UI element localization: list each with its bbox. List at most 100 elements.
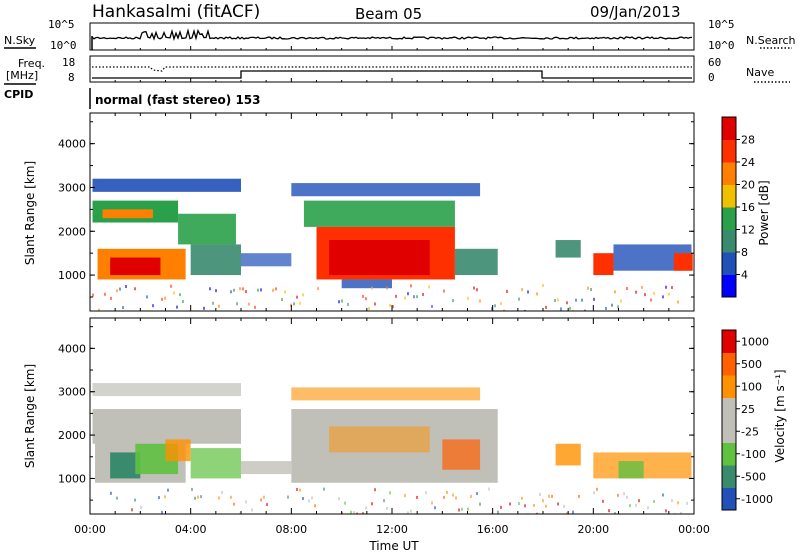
freq-trace (92, 70, 692, 79)
clutter-cell (524, 504, 526, 508)
clutter-cell (665, 285, 667, 289)
clutter-cell (578, 494, 580, 498)
clutter-cell (218, 304, 220, 308)
clutter-cell (404, 296, 406, 300)
clutter-cell (134, 287, 136, 291)
clutter-cell (617, 493, 619, 497)
velocity-panel: 1000 2000 3000 4000 (58, 317, 695, 515)
clutter-cell (161, 297, 163, 301)
scatter-cell (618, 461, 644, 479)
clutter-cell (323, 487, 325, 491)
clutter-cell (473, 286, 475, 290)
colorbar-tick-label: 20 (741, 179, 755, 192)
clutter-cell (176, 305, 178, 309)
clutter-cell (125, 285, 127, 289)
clutter-cell (257, 288, 259, 292)
colorbar-tick-label: 12 (741, 224, 755, 237)
clutter-cell (476, 492, 478, 496)
clutter-cell (443, 289, 445, 293)
clutter-cell (350, 510, 352, 514)
scatter-cell (555, 443, 581, 466)
scatter-cell (102, 209, 153, 219)
clutter-cell (686, 501, 688, 505)
clutter-cell (626, 495, 628, 499)
clutter-cell (542, 283, 544, 287)
clutter-cell (317, 287, 319, 291)
noise-right-tick-bottom: 10^0 (708, 39, 735, 52)
clutter-cell (503, 309, 505, 311)
colorbar-segment (722, 330, 736, 353)
scatter-cell (165, 439, 191, 462)
clutter-cell (521, 288, 523, 292)
clutter-cell (365, 297, 367, 301)
clutter-cell (98, 308, 100, 311)
clutter-cell (173, 291, 175, 295)
clutter-cell (209, 287, 211, 291)
freq-left-tick-bottom: 8 (68, 71, 75, 84)
scatter-cell (329, 426, 430, 453)
clutter-cell (104, 292, 106, 296)
clutter-cell (407, 511, 409, 514)
clutter-cell (299, 488, 301, 492)
clutter-cell (617, 305, 619, 309)
clutter-cell (566, 512, 568, 514)
colorbar-tick-label: -100 (741, 448, 766, 461)
clutter-cell (647, 506, 649, 510)
clutter-cell (215, 289, 217, 293)
clutter-cell (677, 300, 679, 304)
clutter-cell (494, 304, 496, 308)
power-ytick-label: 4000 (58, 138, 86, 151)
clutter-cell (197, 495, 199, 499)
clutter-cell (479, 299, 481, 303)
clutter-cell (371, 502, 373, 506)
colorbar-segment (722, 442, 736, 466)
clutter-cell (521, 496, 523, 500)
beam-title: Beam 05 (355, 5, 422, 23)
power-colorbar: 4 8 12 16 20 24 28 (721, 116, 755, 298)
clutter-cell (410, 509, 412, 513)
clutter-cell (404, 494, 406, 498)
clutter-cell (302, 497, 304, 501)
clutter-cell (608, 509, 610, 513)
power-ytick-label: 2000 (58, 225, 86, 238)
clutter-cell (245, 290, 247, 294)
clutter-cell (545, 504, 547, 508)
clutter-cell (191, 487, 193, 491)
clutter-cell (260, 498, 262, 502)
power-panel: 1000 2000 3000 4000 (58, 112, 695, 312)
colorbar-tick-label: -500 (741, 470, 766, 483)
clutter-cell (233, 502, 235, 506)
nave-trace (92, 66, 692, 72)
scatter-cell (291, 183, 481, 197)
clutter-cell (422, 292, 424, 296)
clutter-cell (569, 306, 571, 310)
clutter-cell (179, 293, 181, 297)
clutter-cell (299, 301, 301, 305)
xtick-label: 12:00 (376, 523, 408, 536)
clutter-cell (563, 504, 565, 508)
power-data (92, 178, 693, 311)
clutter-cell (341, 299, 343, 303)
clutter-cell (461, 507, 463, 511)
scatter-cell (92, 383, 242, 397)
clutter-cell (572, 309, 574, 311)
velocity-data (92, 383, 692, 514)
clutter-cell (488, 487, 490, 491)
colorbar-tick-label: 16 (741, 201, 755, 214)
clutter-cell (119, 287, 121, 291)
clutter-cell (134, 498, 136, 502)
clutter-cell (383, 499, 385, 503)
colorbar-segment (722, 207, 736, 230)
clutter-cell (374, 488, 376, 492)
clutter-cell (236, 302, 238, 306)
velocity-colorbar-label: Velocity [m s⁻¹] (773, 369, 787, 462)
date-title: 09/Jan/2013 (590, 3, 681, 21)
velocity-ylabel: Slant Range [km] (23, 364, 37, 468)
colorbar-segment (722, 162, 736, 185)
colorbar-segment (722, 420, 736, 443)
power-ylabel: Slant Range [km] (23, 161, 37, 265)
clutter-cell (407, 292, 409, 296)
clutter-cell (254, 305, 256, 309)
clutter-cell (344, 501, 346, 505)
clutter-cell (620, 299, 622, 303)
